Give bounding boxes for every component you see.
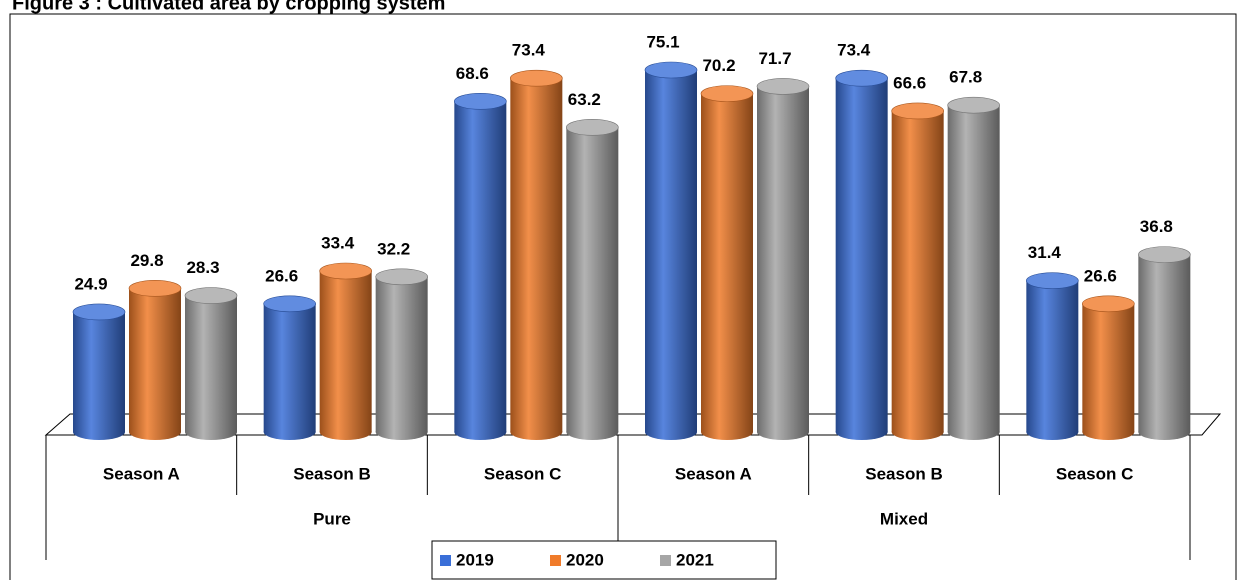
data-label: 73.4: [837, 41, 871, 60]
bar-body: [375, 276, 428, 432]
data-label: 63.2: [568, 90, 601, 109]
bar-top: [319, 262, 372, 280]
bar-top: [1082, 295, 1135, 313]
bar-top: [128, 280, 182, 297]
data-label: 66.6: [893, 73, 926, 92]
bar: [947, 96, 1000, 440]
x-tick-label: Season A: [103, 464, 180, 483]
group-label: Pure: [313, 509, 351, 528]
bar-body: [891, 110, 944, 432]
data-label: 32.2: [377, 239, 410, 258]
data-label: 29.8: [130, 251, 163, 270]
group-label: Mixed: [880, 509, 928, 528]
bar-top: [700, 85, 754, 102]
bar: [835, 69, 888, 440]
legend-box: [431, 540, 777, 580]
bar-body: [1026, 280, 1079, 432]
bar: [1026, 272, 1079, 440]
data-label: 70.2: [702, 56, 735, 75]
data-label: 33.4: [321, 233, 355, 252]
bar-top: [756, 78, 810, 95]
bar-top: [1138, 246, 1191, 263]
chart-title: Figure 3 : Cultivated area by cropping s…: [12, 0, 445, 14]
bar-body: [835, 78, 888, 433]
data-label: 31.4: [1028, 243, 1062, 262]
bar: [1138, 246, 1191, 440]
legend-swatch: [440, 555, 451, 566]
bar: [263, 295, 316, 440]
bar-body: [73, 311, 125, 432]
bar-top: [375, 268, 428, 286]
bar-top: [566, 119, 619, 136]
bar-body: [645, 70, 697, 432]
bar: [644, 61, 698, 440]
bar-top: [454, 93, 507, 110]
bar: [566, 119, 619, 440]
data-label: 67.8: [949, 68, 982, 87]
bar: [756, 78, 810, 440]
bar: [128, 280, 182, 440]
bar-body: [454, 101, 507, 433]
data-label: 36.8: [1140, 217, 1173, 236]
bar: [700, 85, 754, 440]
bar-body: [566, 127, 619, 433]
bar-body: [263, 303, 316, 432]
data-label: 26.6: [1084, 266, 1117, 285]
bar-top: [891, 102, 944, 120]
bar-top: [263, 295, 316, 313]
bar-top: [1026, 272, 1079, 289]
legend-label: 2019: [456, 550, 494, 569]
bar: [184, 287, 238, 440]
bar-top: [184, 287, 238, 304]
bar-body: [129, 288, 181, 432]
legend-swatch: [550, 555, 561, 566]
bar-body: [757, 86, 809, 432]
bar-body: [319, 271, 372, 432]
bar-body: [701, 93, 753, 432]
bar-body: [185, 295, 237, 432]
data-label: 75.1: [646, 32, 679, 51]
bar-body: [947, 105, 1000, 433]
x-tick-label: Season A: [675, 464, 752, 483]
data-label: 28.3: [186, 258, 219, 277]
x-tick-label: Season C: [484, 464, 561, 483]
bar: [319, 262, 372, 440]
bar: [72, 303, 126, 440]
bar-top: [72, 303, 126, 321]
bar: [891, 102, 944, 440]
data-label: 26.6: [265, 266, 298, 285]
legend-label: 2020: [566, 550, 604, 569]
bar-top: [510, 69, 563, 87]
x-tick-label: Season B: [865, 464, 942, 483]
data-label: 73.4: [512, 41, 546, 60]
bar-top: [835, 69, 888, 87]
bar-top: [644, 61, 698, 79]
legend-label: 2021: [676, 550, 714, 569]
bar-body: [1138, 254, 1191, 432]
data-label: 24.9: [74, 274, 107, 293]
bar-top: [947, 96, 1000, 114]
bar: [375, 268, 428, 440]
data-label: 68.6: [456, 64, 489, 83]
bar: [1082, 295, 1135, 440]
x-tick-label: Season B: [293, 464, 370, 483]
x-tick-label: Season C: [1056, 464, 1133, 483]
data-label: 71.7: [758, 49, 791, 68]
bar: [510, 69, 563, 440]
bar-body: [510, 78, 563, 433]
bar: [454, 93, 507, 440]
bar-body: [1082, 303, 1135, 432]
legend-swatch: [660, 555, 671, 566]
